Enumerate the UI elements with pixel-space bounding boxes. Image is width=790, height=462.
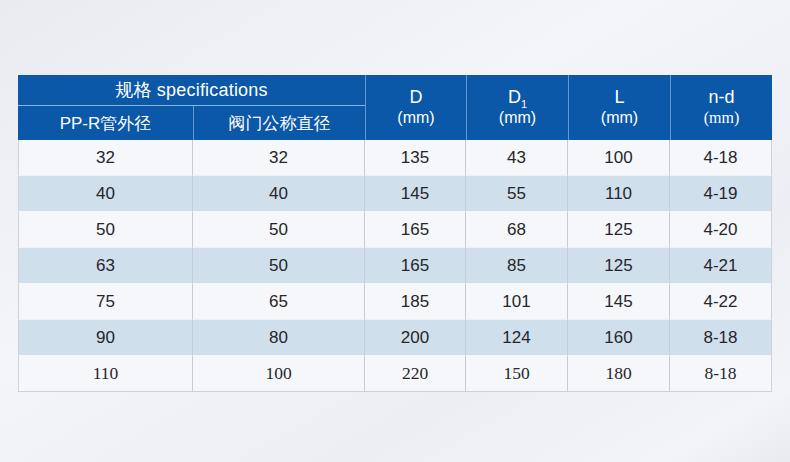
table-cell: 68 [466, 212, 568, 248]
col-l-label: L [614, 87, 624, 107]
table-cell: 110 [568, 176, 670, 212]
table-cell: 220 [365, 356, 466, 392]
table-row: 63 50 165 85 125 4-21 [18, 248, 772, 284]
table-cell: 40 [193, 176, 365, 212]
table-cell: 50 [193, 248, 365, 284]
col-d1-unit: (mm) [467, 109, 568, 127]
table-cell: 4-18 [670, 140, 772, 176]
table-cell: 200 [365, 320, 466, 356]
header-col-l: L (mm) [568, 75, 670, 140]
table-cell: 80 [193, 320, 365, 356]
table-cell: 8-18 [670, 356, 772, 392]
table-cell: 145 [568, 284, 670, 320]
specifications-table: 规格 specifications D (mm) D1 (mm) L (mm) … [18, 75, 772, 392]
col-d-label: D [410, 87, 423, 107]
table-cell: 165 [365, 212, 466, 248]
table-cell: 63 [18, 248, 193, 284]
table-row: 32 32 135 43 100 4-18 [18, 140, 772, 176]
header-spec-group: 规格 specifications [18, 75, 365, 106]
table-cell: 4-22 [670, 284, 772, 320]
table-cell: 40 [18, 176, 193, 212]
header-col-d: D (mm) [365, 75, 466, 140]
table-cell: 50 [193, 212, 365, 248]
table-cell: 85 [466, 248, 568, 284]
table-cell: 180 [568, 356, 670, 392]
table-row: 90 80 200 124 160 8-18 [18, 320, 772, 356]
table-cell: 65 [193, 284, 365, 320]
table-header: 规格 specifications D (mm) D1 (mm) L (mm) … [18, 75, 772, 140]
table-row: 75 65 185 101 145 4-22 [18, 284, 772, 320]
table-cell: 4-21 [670, 248, 772, 284]
table-cell: 160 [568, 320, 670, 356]
table-cell: 90 [18, 320, 193, 356]
table-cell: 101 [466, 284, 568, 320]
col-nd-label: n-d [708, 87, 734, 107]
table-body: 32 32 135 43 100 4-18 40 40 145 55 110 4… [18, 140, 772, 392]
table-cell: 110 [18, 356, 193, 392]
col-d-unit: (mm) [366, 109, 466, 127]
table-cell: 55 [466, 176, 568, 212]
table-cell: 150 [466, 356, 568, 392]
table-cell: 4-20 [670, 212, 772, 248]
table-cell: 43 [466, 140, 568, 176]
table-cell: 125 [568, 212, 670, 248]
table-row: 50 50 165 68 125 4-20 [18, 212, 772, 248]
table-cell: 75 [18, 284, 193, 320]
header-col-nd: n-d (mm) [670, 75, 772, 140]
table-cell: 4-19 [670, 176, 772, 212]
header-valve-nominal-diameter: 阀门公称直径 [193, 106, 365, 140]
table-row: 110 100 220 150 180 8-18 [18, 356, 772, 392]
table-cell: 32 [18, 140, 193, 176]
table-cell: 100 [568, 140, 670, 176]
header-row-top: 规格 specifications D (mm) D1 (mm) L (mm) … [18, 75, 772, 106]
col-d1-label: D [508, 87, 521, 107]
header-col-d1: D1 (mm) [466, 75, 568, 140]
col-l-unit: (mm) [569, 109, 670, 127]
table-cell: 50 [18, 212, 193, 248]
table-cell: 32 [193, 140, 365, 176]
table-cell: 124 [466, 320, 568, 356]
table-row: 40 40 145 55 110 4-19 [18, 176, 772, 212]
table-cell: 100 [193, 356, 365, 392]
table-cell: 145 [365, 176, 466, 212]
table-cell: 165 [365, 248, 466, 284]
table-cell: 125 [568, 248, 670, 284]
table-cell: 8-18 [670, 320, 772, 356]
table-cell: 185 [365, 284, 466, 320]
header-pipe-outer-diameter: PP-R管外径 [18, 106, 193, 140]
table-cell: 135 [365, 140, 466, 176]
col-nd-unit: (mm) [671, 109, 772, 127]
